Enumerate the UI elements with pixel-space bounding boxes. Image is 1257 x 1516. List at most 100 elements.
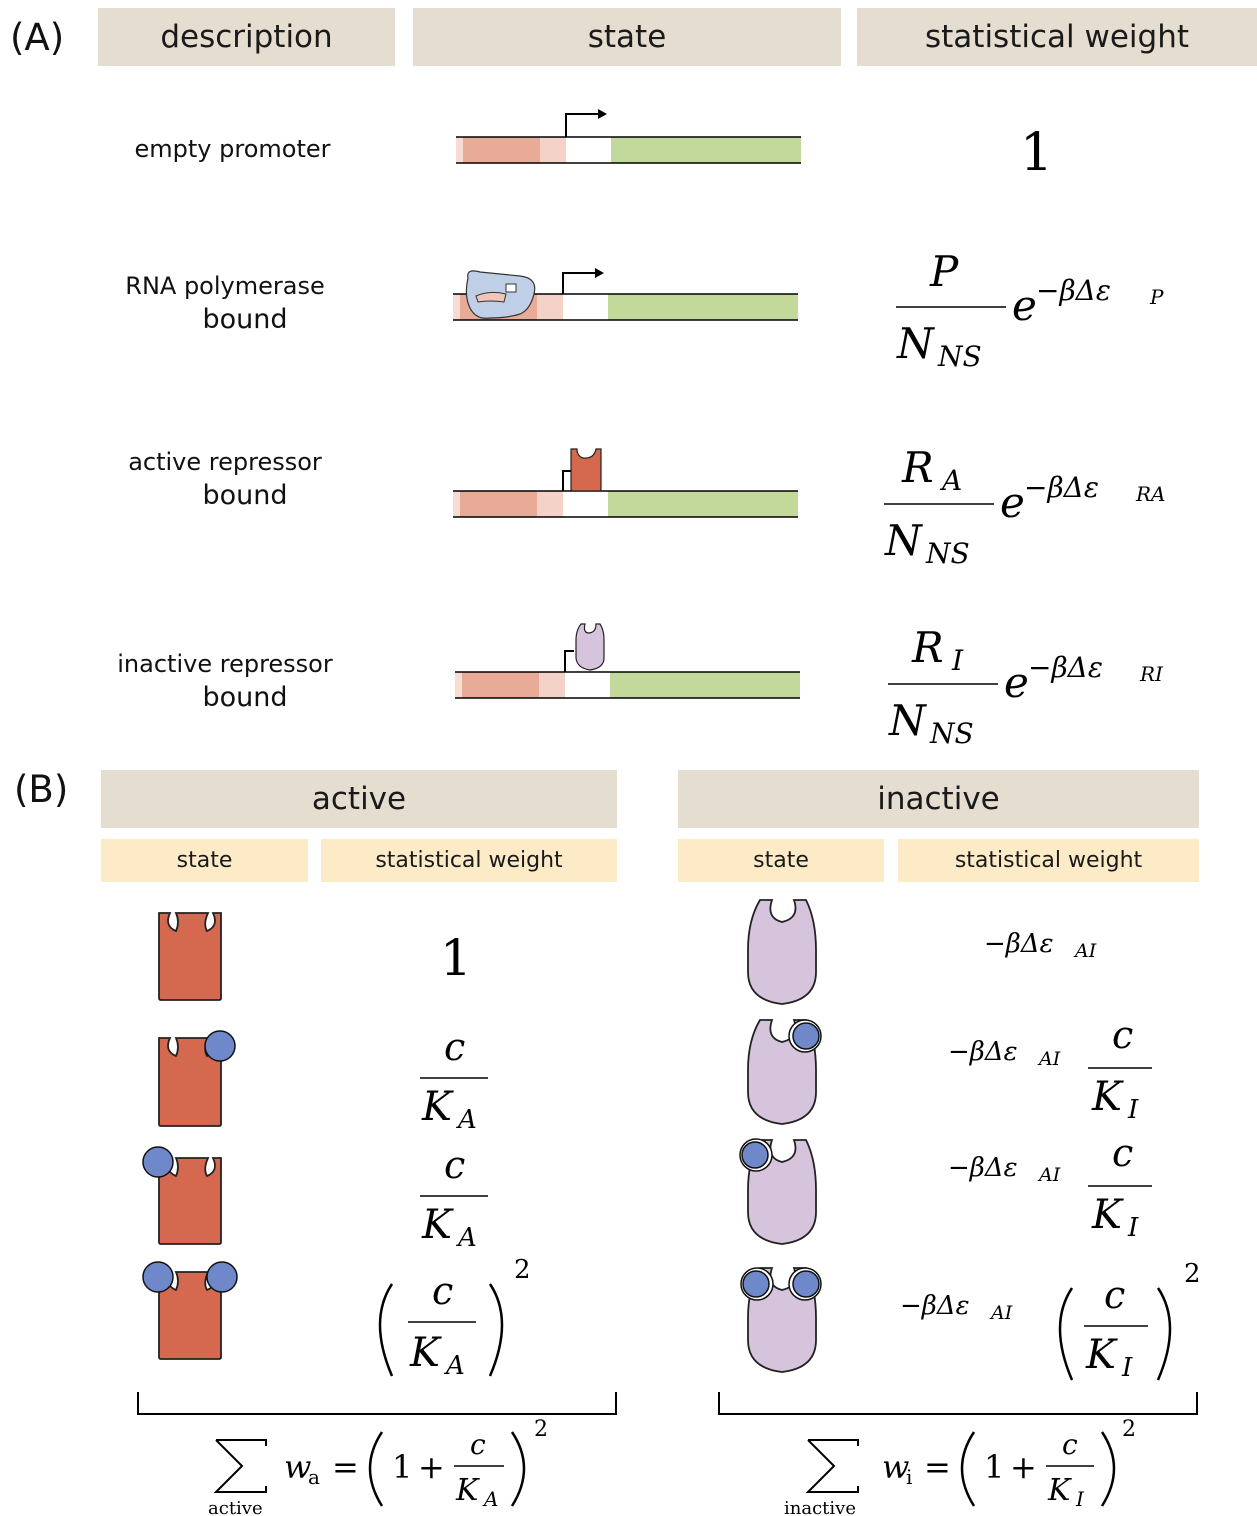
- dna-empty-promoter: [456, 109, 801, 164]
- svg-text:N: N: [896, 319, 935, 368]
- active-repressor-two-bound-icon: [142, 1261, 238, 1360]
- svg-text:N: N: [884, 516, 923, 565]
- active-repressor-icon: [570, 448, 602, 492]
- svg-text:1: 1: [392, 1448, 412, 1486]
- svg-text:A: A: [482, 1487, 498, 1511]
- svg-text:AI: AI: [1037, 1048, 1061, 1070]
- inactive-weight-two: −βΔε AI c K I 2: [900, 1259, 1201, 1383]
- svg-text:c: c: [432, 1269, 453, 1313]
- desc-active-repressor-bound: active repressor bound: [110, 446, 340, 512]
- inactive-weight-free: −βΔε AI: [984, 929, 1097, 962]
- svg-text:K: K: [421, 1084, 454, 1130]
- desc-line1: inactive repressor: [117, 650, 333, 678]
- svg-text:c: c: [470, 1428, 486, 1461]
- ligand-icon: [206, 1261, 238, 1293]
- header-statistical-weight: statistical weight: [857, 8, 1257, 66]
- header-inactive: inactive: [678, 770, 1199, 828]
- svg-text:c: c: [1104, 1273, 1125, 1317]
- ligand-icon: [792, 1022, 820, 1050]
- active-repressor-free-icon: [158, 912, 222, 1001]
- inactive-repressor-one-left-icon: [739, 1138, 817, 1245]
- svg-text:1: 1: [984, 1448, 1004, 1486]
- ligand-icon: [204, 1030, 236, 1062]
- desc-line1: RNA polymerase: [125, 272, 325, 300]
- ligand-icon: [741, 1141, 769, 1169]
- active-repressor-one-right-icon: [158, 1030, 236, 1127]
- inactive-repressor-icon: [575, 623, 605, 671]
- svg-text:a: a: [308, 1465, 320, 1489]
- svg-text:e: e: [1000, 478, 1025, 527]
- ligand-icon: [142, 1146, 174, 1178]
- svg-text:A: A: [444, 1351, 465, 1381]
- weight-empty: 1: [1020, 123, 1053, 183]
- svg-text:A: A: [456, 1105, 477, 1135]
- panel-b-label: (B): [14, 768, 69, 811]
- desc-rnap-bound: RNA polymerase bound: [110, 270, 340, 336]
- svg-text:NS: NS: [929, 717, 974, 750]
- svg-text:−βΔε: −βΔε: [984, 929, 1054, 959]
- dna-active-repressor-bound: [453, 448, 798, 518]
- svg-text:−βΔε: −βΔε: [1028, 651, 1103, 684]
- svg-text:c: c: [1062, 1428, 1078, 1461]
- svg-text:c: c: [444, 1025, 465, 1069]
- svg-text:K: K: [421, 1202, 454, 1248]
- svg-text:−βΔε: −βΔε: [900, 1291, 970, 1321]
- desc-line2: bound: [202, 480, 288, 511]
- inactive-repressor-one-right-icon: [747, 1019, 822, 1125]
- svg-text:2: 2: [534, 1417, 548, 1442]
- dna-rnap-bound: [453, 268, 798, 321]
- weight-rnap: P N NS e −βΔε P: [896, 247, 1164, 373]
- bracket-inactive: [718, 1392, 1198, 1415]
- svg-text:I: I: [1127, 1095, 1139, 1125]
- svg-text:K: K: [1091, 1192, 1124, 1238]
- svg-text:RA: RA: [1135, 482, 1166, 506]
- svg-text:2: 2: [1122, 1417, 1136, 1442]
- weight-active-repressor: R A N NS e −βΔε RA: [884, 443, 1166, 570]
- subheader-inactive-state: state: [678, 839, 884, 882]
- inactive-weight-one-1: −βΔε AI c K I: [948, 1013, 1152, 1125]
- active-repressor-one-left-icon: [142, 1146, 222, 1245]
- svg-text:e: e: [1004, 658, 1029, 707]
- svg-text:I: I: [951, 644, 964, 677]
- svg-text:I: I: [1075, 1487, 1085, 1511]
- svg-text:I: I: [1121, 1353, 1133, 1383]
- subheader-active-weight: statistical weight: [321, 839, 617, 882]
- svg-text:R: R: [901, 443, 934, 492]
- svg-text:w: w: [284, 1448, 311, 1486]
- svg-text:P: P: [1149, 285, 1164, 309]
- svg-text:P: P: [929, 247, 959, 296]
- inactive-weight-one-2: −βΔε AI c K I: [948, 1131, 1152, 1243]
- svg-text:AI: AI: [1037, 1164, 1061, 1186]
- svg-text:AI: AI: [1073, 940, 1097, 962]
- svg-text:=: =: [332, 1448, 359, 1486]
- desc-line2: bound: [202, 682, 288, 713]
- svg-text:c: c: [1112, 1013, 1133, 1057]
- active-weight-1: 1: [440, 929, 472, 987]
- desc-line1: empty promoter: [134, 135, 331, 163]
- svg-text:w: w: [882, 1448, 909, 1486]
- svg-text:I: I: [1127, 1213, 1139, 1243]
- desc-empty-promoter: empty promoter: [110, 133, 355, 166]
- header-description: description: [98, 8, 395, 66]
- svg-text:2: 2: [1184, 1259, 1201, 1289]
- sum-inactive: inactive w i = 1 + c K I 2: [784, 1417, 1136, 1516]
- svg-text:R: R: [911, 623, 944, 672]
- svg-text:+: +: [418, 1448, 445, 1486]
- subheader-inactive-weight: statistical weight: [898, 839, 1199, 882]
- rna-polymerase-icon: [465, 270, 536, 319]
- active-weight-c-over-ka-1: c K A: [420, 1025, 488, 1135]
- panel-a-label: (A): [10, 16, 65, 59]
- svg-text:active: active: [208, 1498, 263, 1516]
- svg-text:i: i: [906, 1465, 912, 1489]
- weight-inactive-repressor: R I N NS e −βΔε RI: [888, 623, 1164, 750]
- svg-text:−βΔε: −βΔε: [1024, 471, 1099, 504]
- svg-text:=: =: [924, 1448, 951, 1486]
- inactive-repressor-two-bound-icon: [740, 1267, 822, 1373]
- svg-text:A: A: [456, 1223, 477, 1253]
- svg-text:K: K: [455, 1473, 480, 1508]
- desc-line1: active repressor: [128, 448, 322, 476]
- svg-text:−βΔε: −βΔε: [948, 1153, 1018, 1183]
- svg-text:RI: RI: [1139, 662, 1164, 686]
- svg-text:K: K: [1091, 1074, 1124, 1120]
